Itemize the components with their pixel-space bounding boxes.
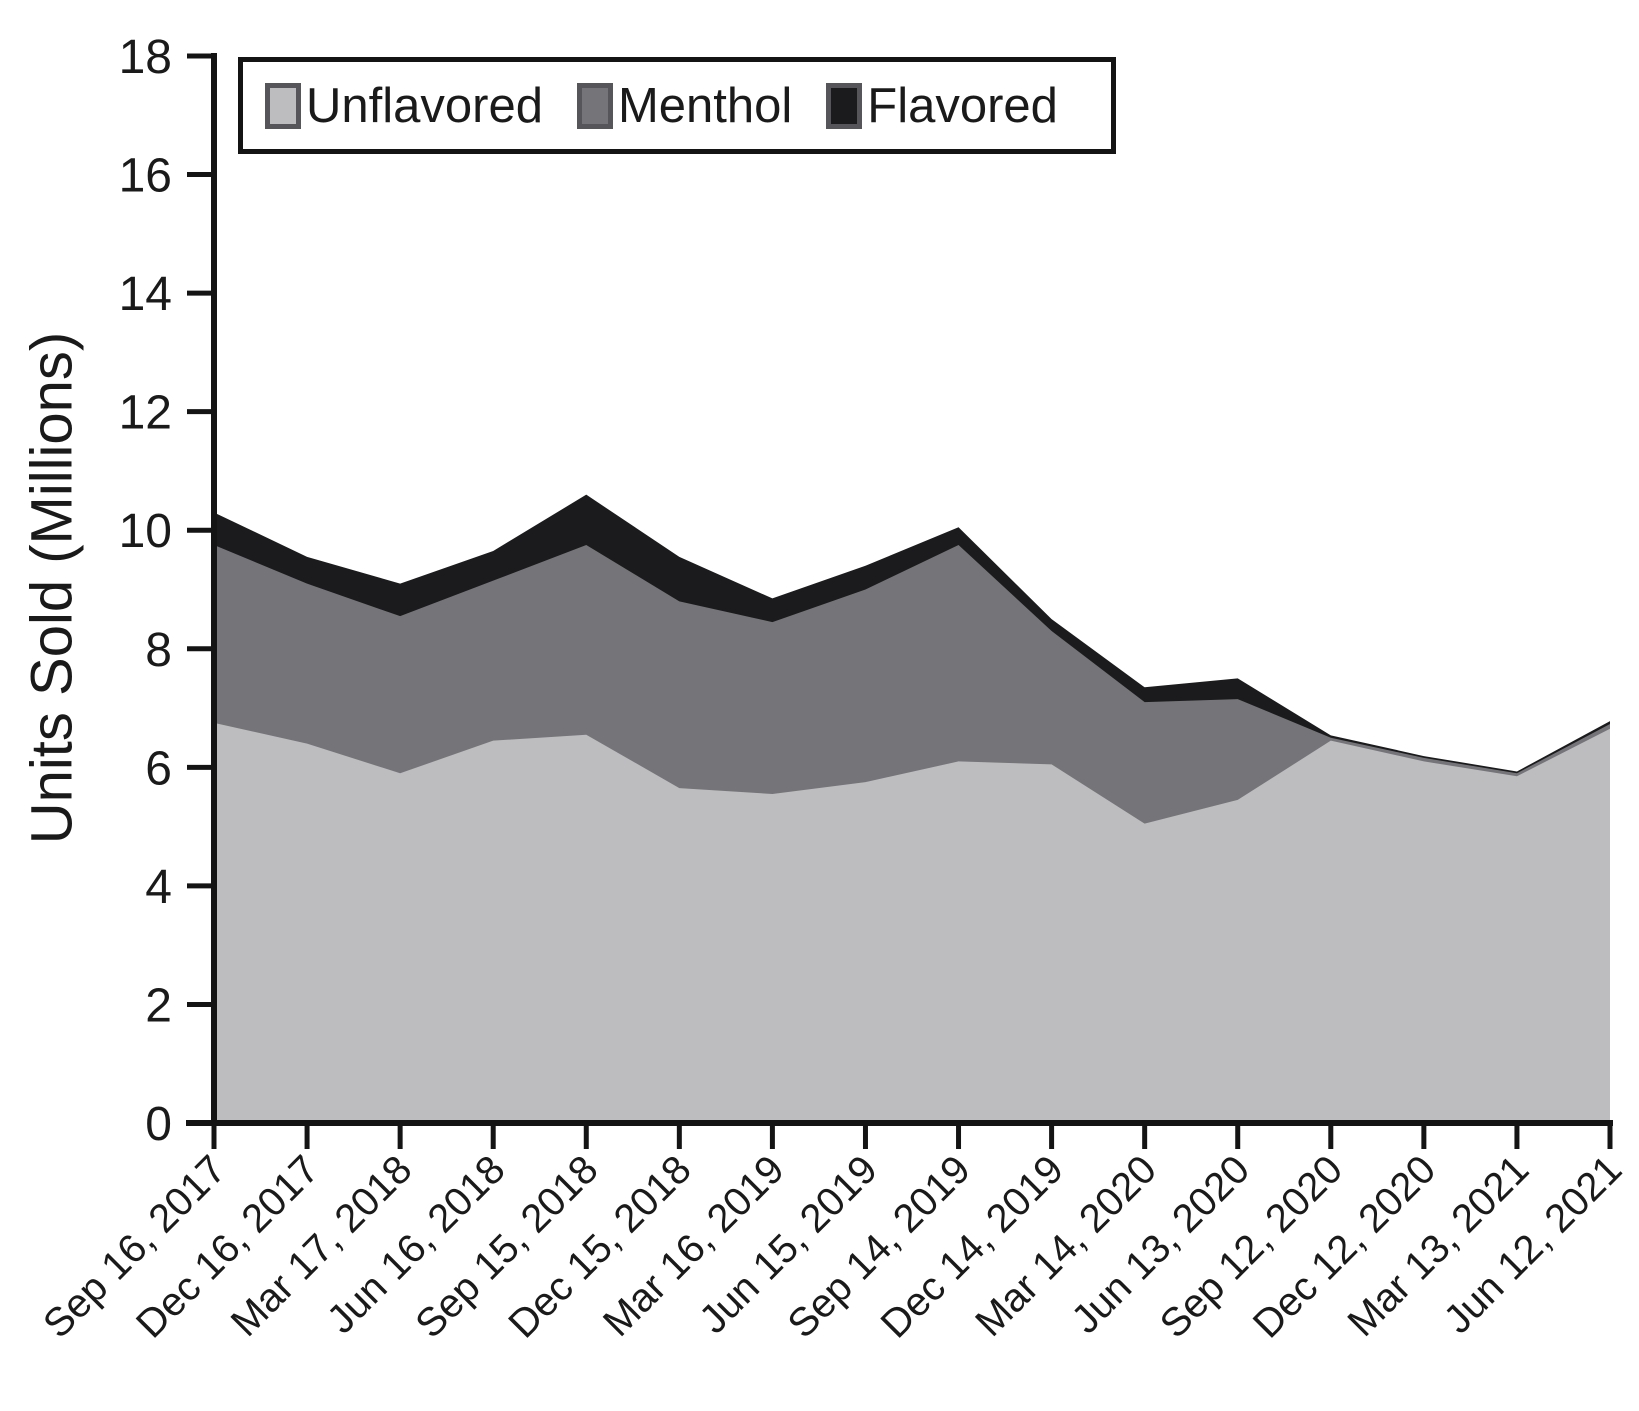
legend-item-unflavored: Unflavored <box>265 78 543 134</box>
legend-label-menthol: Menthol <box>617 78 793 133</box>
y-tick-label: 12 <box>119 387 172 440</box>
y-tick-label: 2 <box>145 979 172 1032</box>
y-tick-label: 14 <box>119 268 172 321</box>
legend-label-unflavored: Unflavored <box>306 78 543 133</box>
y-tick-label: 10 <box>119 505 172 558</box>
area-unflavored <box>214 722 1610 1123</box>
legend-swatch-menthol <box>576 82 613 129</box>
y-tick-label: 6 <box>145 742 172 795</box>
y-tick-label: 8 <box>145 624 172 677</box>
legend-item-menthol: Menthol <box>576 78 793 134</box>
y-tick-label: 18 <box>119 31 172 84</box>
legend-label-flavored: Flavored <box>867 78 1058 133</box>
legend-item-flavored: Flavored <box>826 78 1058 134</box>
y-tick-label: 4 <box>145 861 172 914</box>
legend-swatch-unflavored <box>265 82 301 129</box>
legend: Unflavored Menthol Flavored <box>238 57 1116 154</box>
y-axis-title: Units Sold (Millions) <box>19 331 85 845</box>
y-tick-label: 0 <box>145 1098 172 1151</box>
y-tick-label: 16 <box>119 150 172 203</box>
legend-swatch-flavored <box>826 82 863 129</box>
